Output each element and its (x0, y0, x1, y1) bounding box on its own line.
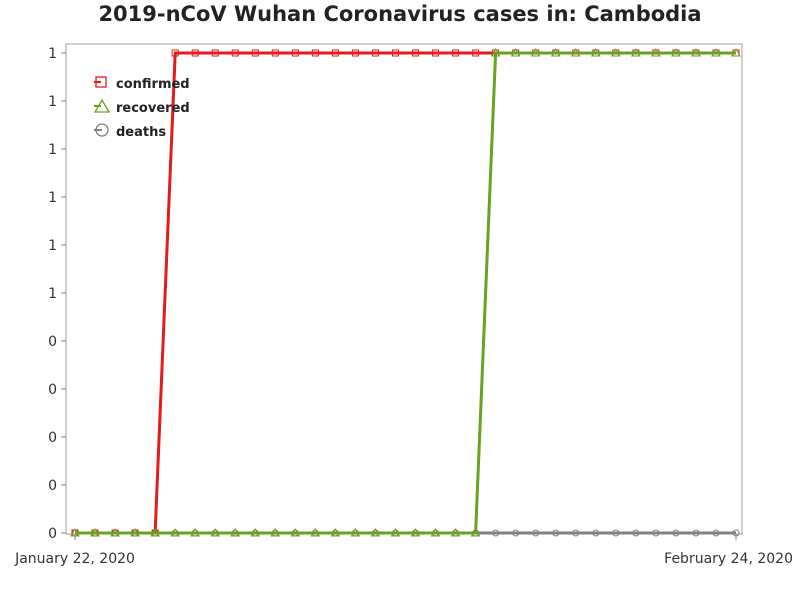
data-point-deaths (732, 529, 740, 537)
data-point-deaths (512, 529, 520, 537)
y-tick-label: 1 (48, 94, 57, 110)
data-point-confirmed (432, 49, 440, 57)
data-point-deaths (712, 529, 720, 537)
data-point-recovered (731, 47, 741, 57)
data-point-confirmed (351, 49, 359, 57)
series-line-confirmed (75, 51, 736, 535)
data-point-recovered (350, 527, 361, 537)
data-point-confirmed (171, 49, 179, 57)
data-point-recovered (290, 527, 301, 537)
data-point-recovered (711, 47, 721, 57)
data-point-confirmed (271, 49, 279, 57)
data-point-recovered (610, 47, 621, 57)
y-tick-label: 0 (48, 430, 57, 446)
series-layer (70, 47, 741, 537)
legend: confirmed recovered deaths (93, 76, 190, 140)
plot-area-frame (65, 43, 743, 535)
data-point-recovered (651, 47, 661, 57)
data-point-recovered (330, 527, 341, 537)
y-axis: 0 0 0 0 0 1 1 1 1 1 1 (48, 46, 66, 542)
data-point-recovered (630, 47, 641, 57)
data-point-recovered (110, 527, 120, 537)
y-tick-label: 1 (48, 190, 57, 206)
data-point-recovered (671, 47, 681, 57)
data-point-recovered (590, 47, 601, 57)
data-point-recovered (210, 527, 221, 537)
data-point-recovered (410, 527, 421, 537)
data-point-deaths (492, 529, 500, 537)
data-point-recovered (170, 527, 181, 537)
data-point-recovered (270, 527, 281, 537)
legend-label-recovered: recovered (116, 101, 190, 116)
data-point-recovered (310, 527, 321, 537)
data-point-confirmed (231, 49, 239, 57)
data-point-recovered (130, 527, 140, 537)
x-tick-label: February 24, 2020 (664, 551, 793, 567)
data-point-confirmed (391, 49, 399, 57)
data-point-deaths (692, 529, 700, 537)
data-point-deaths (632, 529, 640, 537)
x-tick-label: January 22, 2020 (14, 551, 135, 567)
data-point-recovered (370, 527, 381, 537)
data-point-confirmed (291, 49, 299, 57)
data-point-confirmed (191, 49, 199, 57)
data-point-confirmed (371, 49, 379, 57)
data-point-recovered (190, 527, 201, 537)
data-point-recovered (430, 527, 441, 537)
data-point-deaths (672, 529, 680, 537)
data-point-confirmed (452, 49, 460, 57)
data-point-deaths (612, 529, 620, 537)
data-point-confirmed (251, 49, 259, 57)
y-tick-label: 1 (48, 46, 57, 62)
data-point-recovered (691, 47, 701, 57)
y-tick-label: 0 (48, 334, 57, 350)
data-point-recovered (570, 47, 581, 57)
y-tick-label: 0 (48, 526, 57, 542)
data-point-recovered (450, 527, 461, 537)
data-point-deaths (572, 529, 580, 537)
data-point-recovered (390, 527, 401, 537)
data-point-deaths (552, 529, 560, 537)
data-point-recovered (470, 527, 481, 537)
data-point-recovered (490, 47, 501, 57)
data-point-recovered (150, 527, 160, 537)
data-point-recovered (230, 527, 241, 537)
y-tick-label: 1 (48, 142, 57, 158)
data-point-recovered (70, 527, 80, 537)
y-tick-label: 0 (48, 382, 57, 398)
y-tick-label: 1 (48, 238, 57, 254)
data-point-confirmed (472, 49, 480, 57)
legend-label-deaths: deaths (116, 125, 166, 140)
data-point-recovered (550, 47, 561, 57)
data-point-deaths (592, 529, 600, 537)
data-point-confirmed (211, 49, 219, 57)
chart-title: 2019-nCoV Wuhan Coronavirus cases in: Ca… (98, 2, 702, 26)
legend-label-confirmed: confirmed (116, 77, 190, 92)
data-point-recovered (510, 47, 521, 57)
data-point-deaths (532, 529, 540, 537)
data-point-recovered (90, 527, 100, 537)
data-point-confirmed (412, 49, 420, 57)
data-point-confirmed (311, 49, 319, 57)
y-tick-label: 0 (48, 478, 57, 494)
data-point-recovered (530, 47, 541, 57)
data-point-recovered (250, 527, 261, 537)
data-point-confirmed (331, 49, 339, 57)
x-axis: January 22, 2020 February 24, 2020 (14, 534, 793, 567)
y-tick-label: 1 (48, 286, 57, 302)
data-point-deaths (652, 529, 660, 537)
series-line-recovered (75, 51, 736, 535)
